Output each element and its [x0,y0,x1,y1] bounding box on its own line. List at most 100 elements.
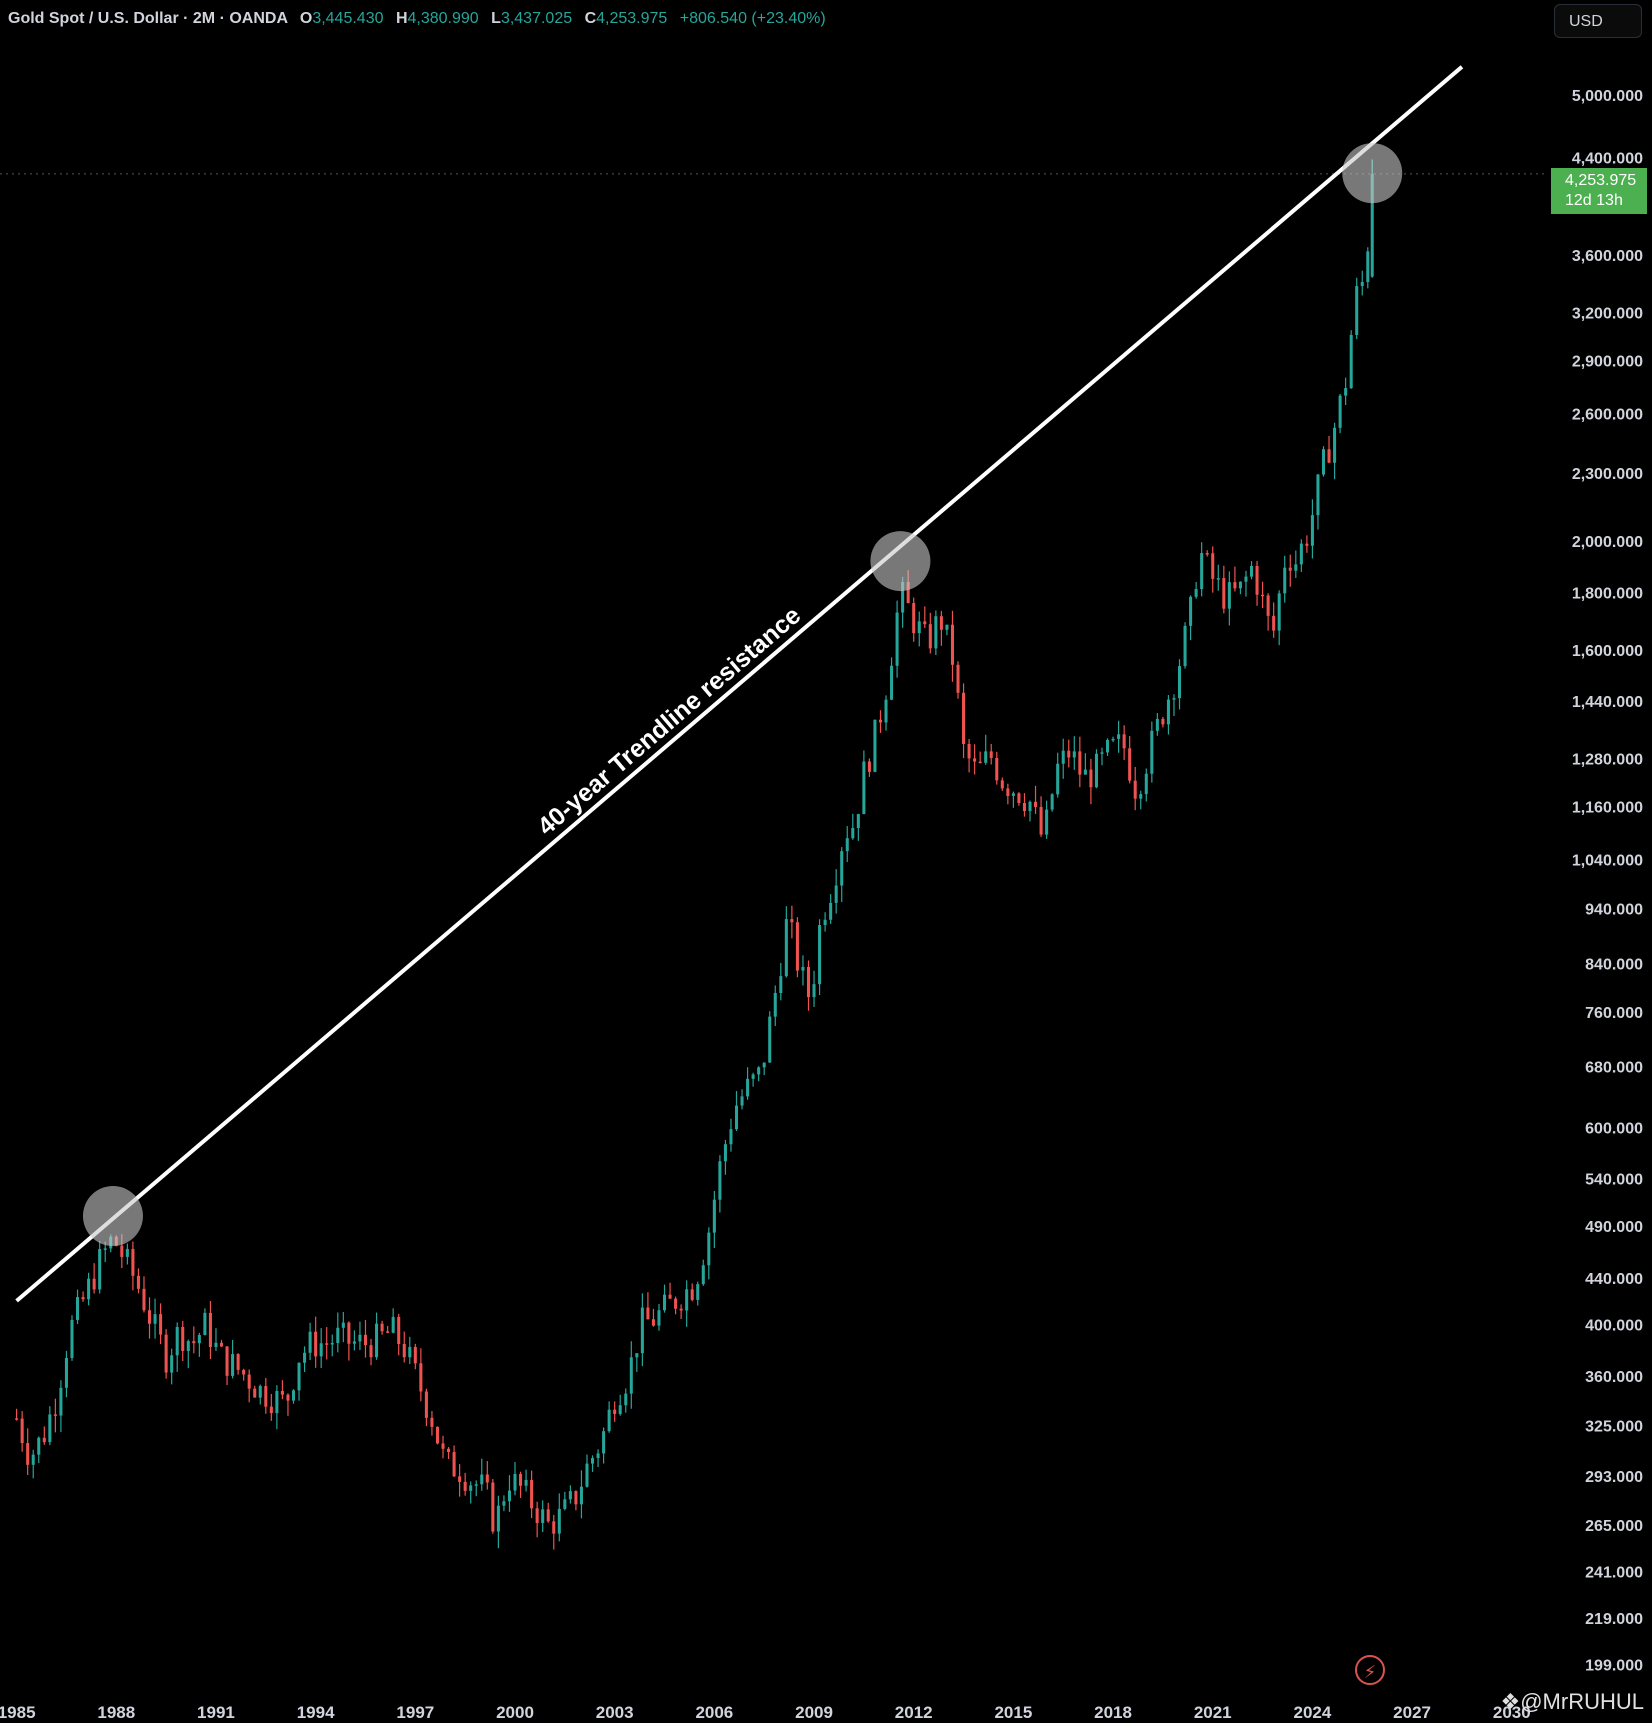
candle-body [701,1265,705,1285]
currency-button[interactable]: USD [1554,4,1642,38]
candle-body [939,616,943,630]
candle-body [546,1509,550,1522]
candle-body [496,1505,500,1532]
candle-body [463,1481,467,1491]
candle-body [469,1485,473,1491]
candle-body [175,1326,179,1356]
candle-body [530,1479,534,1509]
candle-body [784,919,788,977]
candle-body [120,1245,124,1257]
candle-body [1333,427,1337,463]
candle-body [142,1288,146,1311]
candle-body [170,1355,174,1373]
candle-body [729,1129,733,1145]
y-tick-label: 360.000 [1585,1369,1643,1386]
low-value: 3,437.025 [500,10,573,27]
candle-body [358,1334,362,1342]
candle-body [1011,793,1015,796]
candle-body [1017,793,1021,804]
price-axis[interactable]: 199.000 219.000 241.000 265.000 293.000 325.0… [1572,88,1643,1674]
open-label: O [299,10,313,27]
candle-body [718,1161,722,1200]
candle-body [242,1369,246,1375]
candle-body [801,966,805,971]
candle-body [258,1386,262,1398]
candle-body [1316,474,1320,516]
candle-body [873,719,877,772]
candle-body [1177,666,1182,699]
candle-body [1299,543,1303,565]
candle-body [1294,564,1298,571]
candle-body [435,1426,439,1444]
candle-body [1067,750,1071,758]
candle-body [651,1319,655,1326]
x-tick-label: 2024 [1294,1703,1332,1722]
candle-body [42,1437,46,1443]
y-tick-label: 680.000 [1585,1059,1643,1076]
candle-body [507,1490,511,1502]
candle-body [92,1278,96,1290]
candle-body [1338,395,1342,428]
candle-body [884,699,888,723]
candle-body [1006,788,1010,796]
candle-body [297,1362,301,1391]
candle-body [685,1289,689,1311]
candle-body [269,1406,273,1414]
candle-body [181,1326,185,1351]
candle-body [192,1341,196,1344]
candle-body [574,1491,578,1505]
time-axis[interactable]: 1985 1988 1991 1994 1997 2000 2003 2006 2009 2012… [0,1703,1531,1722]
trendline-annotation: 40-year Trendline resistance [532,601,806,841]
candle-body [723,1144,727,1162]
candle-body [1133,780,1137,799]
x-tick-label: 2003 [596,1703,634,1722]
candle-body [98,1249,102,1290]
candle-body [995,757,999,781]
change-value: +806.540 (+23.40%) [679,10,826,27]
candle-body [1255,565,1259,595]
candle-body [219,1342,224,1347]
candle-body [1227,582,1231,609]
candle-body [607,1409,611,1432]
candle-body [1222,578,1226,609]
candle-body [541,1509,545,1524]
candle-body [1100,752,1104,754]
candle-body [1261,594,1265,597]
candle-body [48,1414,52,1443]
candle-body [895,612,899,666]
candle-body [291,1390,296,1401]
candle-body [934,616,938,649]
candle-body [901,582,905,613]
candle-body [31,1454,35,1465]
candle-body [81,1297,85,1300]
candle-body [225,1346,229,1376]
candle-body [1000,780,1004,789]
y-tick-label: 293.000 [1585,1469,1643,1486]
lightning-icon[interactable]: ⚡ [1355,1655,1385,1685]
candle-body [818,925,822,985]
candle-body [125,1248,129,1257]
candle-body [386,1331,390,1333]
candle-body [967,744,971,759]
x-tick-label: 2030 [1493,1703,1531,1722]
y-tick-label: 760.000 [1585,1005,1643,1022]
candle-body [690,1289,694,1300]
candle-body [579,1486,583,1505]
candle-body [535,1508,539,1524]
candle-body [59,1387,63,1416]
candle-body [524,1479,528,1486]
y-tick-label: 2,600.000 [1572,406,1643,423]
trendline[interactable] [15,65,1464,1303]
candle-body [823,919,827,926]
x-tick-label: 2009 [795,1703,833,1722]
candle-body [1327,449,1331,463]
candle-body [1244,576,1248,582]
candle-body [474,1484,478,1486]
candle-body [613,1409,617,1414]
candle-body [674,1298,678,1309]
candle-body [159,1314,163,1335]
candle-body [585,1463,589,1487]
x-tick-label: 1985 [0,1703,36,1722]
candle-body [1200,553,1204,590]
